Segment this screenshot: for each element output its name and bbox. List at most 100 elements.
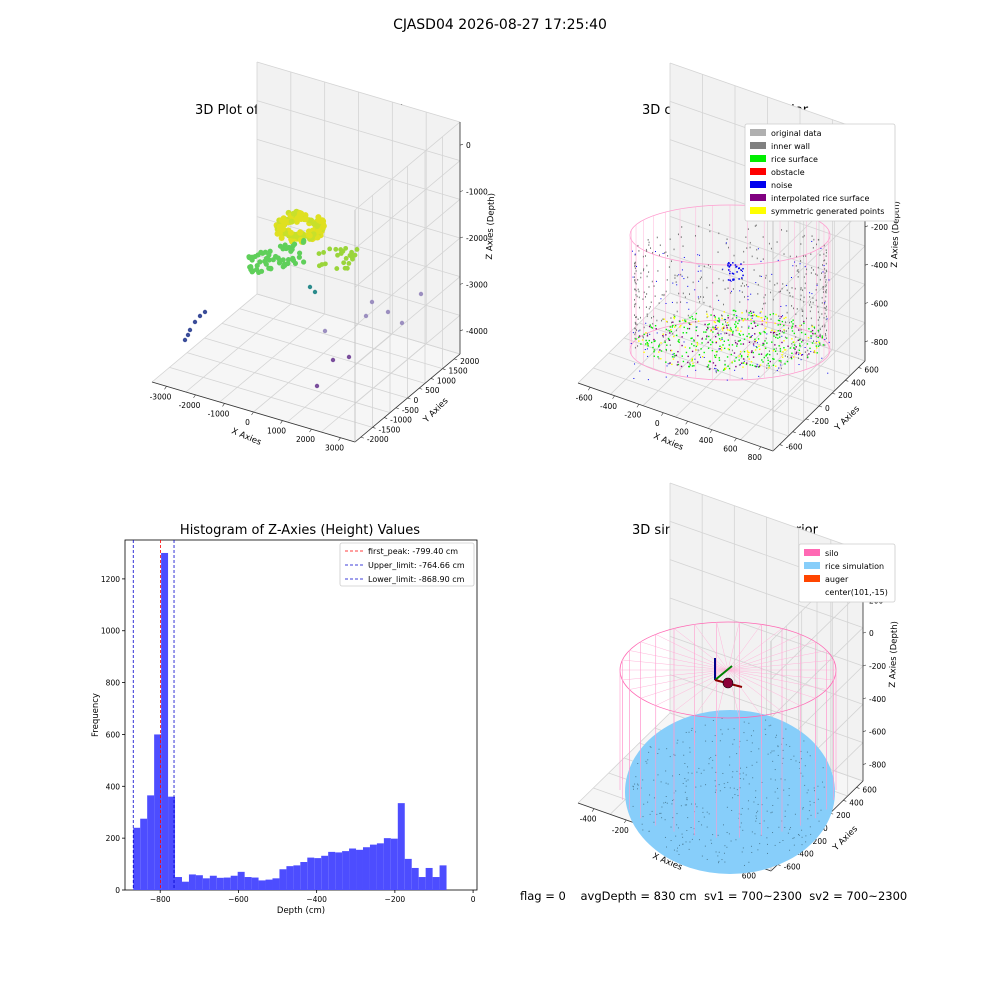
wall-point xyxy=(807,349,809,352)
rice-point xyxy=(689,323,691,325)
wall-point xyxy=(643,268,645,270)
y-tick xyxy=(395,407,399,410)
wall-point xyxy=(731,349,733,352)
wall-point xyxy=(651,317,653,319)
raw-point xyxy=(291,241,298,247)
rice-mesh-point xyxy=(772,804,774,806)
raw-point xyxy=(306,232,313,239)
rice-mesh-point xyxy=(802,807,804,809)
y-tick-label: 400 xyxy=(851,378,866,387)
noise-point xyxy=(635,265,637,267)
rice-mesh-point xyxy=(685,841,687,843)
rice-point xyxy=(800,354,803,356)
wall-point xyxy=(780,367,782,370)
rice-point xyxy=(814,332,816,335)
rice-mesh-point xyxy=(810,833,812,835)
rice-point xyxy=(663,318,665,320)
rice-mesh-point xyxy=(777,797,779,799)
rice-point xyxy=(747,327,750,329)
rice-point xyxy=(798,339,801,341)
rice-point xyxy=(791,330,794,332)
rice-mesh-point xyxy=(806,792,808,794)
wall-point xyxy=(730,292,732,294)
noise-point xyxy=(811,293,813,295)
rice-point xyxy=(779,348,782,350)
rice-point xyxy=(655,328,657,330)
wall-point xyxy=(753,269,755,271)
y-tick xyxy=(856,787,860,789)
rice-mesh-point xyxy=(770,724,772,726)
wall-point xyxy=(665,349,667,352)
noise-point xyxy=(697,270,699,272)
rice-point xyxy=(713,314,715,317)
noise-point xyxy=(694,289,696,291)
grid-line xyxy=(354,121,461,211)
rice-point xyxy=(740,354,743,357)
rice-point xyxy=(651,327,654,329)
z-tick-label: -4000 xyxy=(466,327,488,336)
wall-point xyxy=(745,309,747,312)
z-tick xyxy=(862,664,867,667)
rice-point xyxy=(742,343,745,345)
rice-point xyxy=(704,323,706,326)
raw-point xyxy=(319,224,326,231)
rice-mesh-point xyxy=(672,775,674,777)
wall-point xyxy=(813,340,815,342)
wall-point xyxy=(755,224,757,227)
wall-point xyxy=(817,311,819,313)
wall-point xyxy=(666,279,668,281)
x-tick xyxy=(758,446,762,450)
wall-point xyxy=(664,340,666,342)
rice-point xyxy=(647,345,649,347)
raw-point xyxy=(346,354,352,360)
rice-point xyxy=(782,351,784,353)
wall-point xyxy=(687,314,689,317)
rice-point xyxy=(745,363,748,366)
y-tick-label: 1500 xyxy=(449,367,468,376)
rice-point xyxy=(677,363,680,366)
rice-point xyxy=(798,329,800,331)
rice-point xyxy=(723,318,726,321)
noise-point xyxy=(734,264,737,266)
rice-point xyxy=(722,323,724,325)
rice-mesh-point xyxy=(706,811,708,813)
rice-point xyxy=(707,327,709,330)
wall-point xyxy=(789,292,791,294)
rice-point xyxy=(691,337,693,339)
rice-point xyxy=(752,356,755,358)
rice-point xyxy=(759,332,761,334)
wall-point xyxy=(776,282,778,285)
wall-point xyxy=(801,308,803,311)
y-axis-label: Y Axies xyxy=(830,824,860,854)
rice-point xyxy=(712,326,714,328)
wall-point xyxy=(644,255,646,257)
rice-mesh-point xyxy=(649,794,651,796)
raw-point xyxy=(287,229,294,236)
rice-point xyxy=(743,338,746,340)
wall-point xyxy=(810,317,812,320)
wall-point xyxy=(646,293,648,295)
wall-point xyxy=(699,301,701,303)
wall-point xyxy=(786,289,788,292)
rice-point xyxy=(757,338,760,340)
x-axis-line xyxy=(577,382,774,452)
rice-point xyxy=(760,311,762,313)
noise-point xyxy=(729,279,731,282)
wall-point xyxy=(824,303,826,305)
rice-point xyxy=(790,357,793,360)
wall-point xyxy=(634,264,636,267)
rice-mesh-point xyxy=(632,788,634,790)
wall-point xyxy=(791,305,793,307)
rice-mesh-point xyxy=(766,837,768,839)
wall-point xyxy=(647,239,649,241)
z-tick-label: -800 xyxy=(871,338,888,347)
rice-point xyxy=(737,327,739,329)
wall-point xyxy=(822,286,824,288)
rice-mesh-point xyxy=(789,828,791,830)
rice-mesh-point xyxy=(756,812,758,814)
histogram-bar xyxy=(279,869,287,890)
rice-point xyxy=(778,332,781,335)
rice-mesh-point xyxy=(730,840,732,842)
rice-mesh-point xyxy=(686,799,688,801)
rice-mesh-point xyxy=(813,787,815,789)
